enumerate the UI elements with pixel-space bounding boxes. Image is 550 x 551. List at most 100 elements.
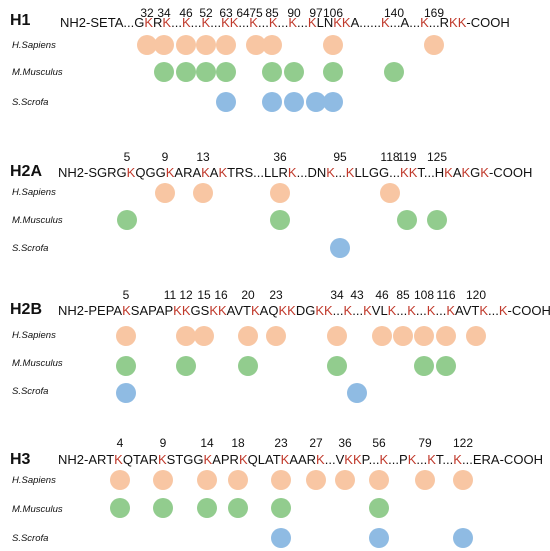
position-label: 43 [350, 288, 364, 302]
sequence-h1: NH2-SETA...GKRK...K...K...KK...K...K...K… [60, 15, 510, 30]
species-label-h2a-scrofa: S.Scrofa [12, 243, 49, 254]
position-label: 16 [214, 288, 228, 302]
position-label: 169 [423, 6, 445, 20]
modification-dot [327, 326, 347, 346]
position-label: 18 [231, 436, 245, 450]
sequence-h2b: NH2-PEPAKSAPAPKKGSKKAVTKAQKKDGKK...K...K… [58, 303, 550, 318]
modification-dot [176, 356, 196, 376]
modification-dot [216, 62, 236, 82]
position-label: 34 [330, 288, 344, 302]
position-label: 36 [273, 150, 287, 164]
position-label: 5 [122, 288, 130, 302]
modification-dot [453, 470, 473, 490]
modification-dot [154, 62, 174, 82]
modification-dot [271, 498, 291, 518]
modification-dot [196, 62, 216, 82]
modification-dot [238, 356, 258, 376]
position-label: 75 [249, 6, 263, 20]
position-label: 9 [159, 436, 167, 450]
modification-dot [116, 326, 136, 346]
position-label: 116 [436, 288, 456, 302]
modification-dot [347, 383, 367, 403]
modification-dot [116, 356, 136, 376]
species-label-h3-scrofa: S.Scrofa [12, 533, 49, 544]
position-label: 4 [116, 436, 124, 450]
position-label: 11 [163, 288, 177, 302]
modification-dot [262, 62, 282, 82]
position-label: 97 [309, 6, 323, 20]
modification-dot [330, 238, 350, 258]
position-label: 27 [309, 436, 323, 450]
position-label: 63 [219, 6, 233, 20]
modification-dot [323, 92, 343, 112]
modification-dot [176, 62, 196, 82]
position-label: 106 [322, 6, 344, 20]
modification-dot [193, 183, 213, 203]
modification-dot [176, 326, 196, 346]
modification-dot [262, 92, 282, 112]
modification-dot [323, 35, 343, 55]
modification-dot [306, 92, 326, 112]
sequence-h2a: NH2-SGRGKQGGKARAKAKTRS...LLRK...DNK...KL… [58, 165, 533, 180]
position-label: 119 [397, 150, 417, 164]
modification-dot [369, 528, 389, 548]
modification-dot [271, 528, 291, 548]
modification-dot [176, 35, 196, 55]
position-label: 13 [196, 150, 210, 164]
position-label: 46 [179, 6, 193, 20]
modification-dot [197, 470, 217, 490]
modification-dot [110, 470, 130, 490]
modification-dot [397, 210, 417, 230]
modification-dot [466, 326, 486, 346]
position-label: 120 [465, 288, 487, 302]
species-label-h2a-sapiens: H.Sapiens [12, 187, 56, 198]
species-label-h1-scrofa: S.Scrofa [12, 97, 49, 108]
modification-dot [155, 183, 175, 203]
modification-dot [414, 326, 434, 346]
modification-dot [270, 210, 290, 230]
modification-dot [196, 35, 216, 55]
position-label: 95 [333, 150, 347, 164]
species-label-h3-musculus: M.Musculus [12, 504, 63, 515]
modification-dot [327, 356, 347, 376]
modification-dot [116, 383, 136, 403]
position-label: 12 [179, 288, 193, 302]
modification-dot [369, 470, 389, 490]
modification-dot [436, 326, 456, 346]
modification-dot [369, 498, 389, 518]
modification-dot [284, 62, 304, 82]
sequence-h3: NH2-ARTKQTARKSTGGKAPRKQLATKAARK...VKKP..… [58, 452, 543, 467]
modification-dot [414, 356, 434, 376]
modification-dot [335, 470, 355, 490]
position-label: 85 [396, 288, 410, 302]
block-title-h1: H1 [10, 12, 31, 29]
position-label: 118 [380, 150, 400, 164]
modification-dot [197, 498, 217, 518]
species-label-h1-sapiens: H.Sapiens [12, 40, 56, 51]
modification-dot [153, 498, 173, 518]
modification-dot [262, 35, 282, 55]
position-label: 23 [274, 436, 288, 450]
modification-dot [216, 92, 236, 112]
position-label: 56 [372, 436, 386, 450]
position-label: 32 [140, 6, 154, 20]
modification-dot [216, 35, 236, 55]
modification-dot [154, 35, 174, 55]
position-label: 46 [375, 288, 389, 302]
position-label: 36 [338, 436, 352, 450]
position-label: 64 [236, 6, 250, 20]
species-label-h3-sapiens: H.Sapiens [12, 475, 56, 486]
position-label: 23 [269, 288, 283, 302]
modification-dot [153, 470, 173, 490]
position-label: 79 [418, 436, 432, 450]
position-label: 34 [157, 6, 171, 20]
position-label: 9 [161, 150, 169, 164]
position-label: 14 [200, 436, 214, 450]
species-label-h2b-musculus: M.Musculus [12, 358, 63, 369]
modification-dot [453, 528, 473, 548]
species-label-h2a-musculus: M.Musculus [12, 215, 63, 226]
modification-dot [266, 326, 286, 346]
position-label: 122 [452, 436, 474, 450]
modification-dot [323, 62, 343, 82]
